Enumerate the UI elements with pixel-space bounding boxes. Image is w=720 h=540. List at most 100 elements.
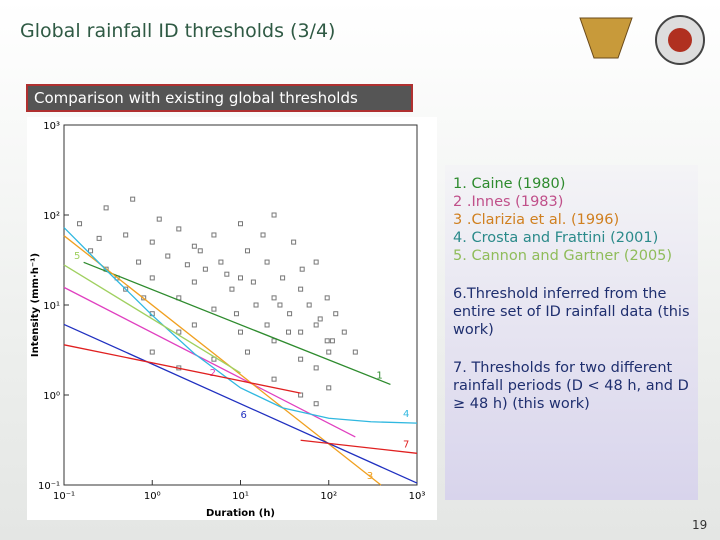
data-point	[191, 279, 197, 285]
data-point	[176, 329, 182, 335]
threshold-line	[63, 286, 356, 438]
data-point	[211, 306, 217, 312]
data-point	[313, 259, 319, 265]
x-tick-label: 10²	[320, 491, 337, 502]
data-point	[306, 302, 312, 308]
data-point	[238, 221, 243, 227]
data-point	[271, 295, 277, 301]
data-point	[326, 385, 332, 391]
subtitle-box: Comparison with existing global threshol…	[26, 84, 413, 112]
data-point	[253, 302, 259, 308]
data-point	[264, 259, 270, 265]
data-point	[123, 286, 129, 292]
legend-entry: 3 .Clarizia et al. (1996)	[453, 212, 620, 228]
data-point	[197, 248, 203, 254]
data-point	[313, 322, 319, 328]
threshold-line	[63, 323, 418, 484]
data-point	[191, 243, 197, 249]
legend: 1. Caine (1980) 2 .Innes (1983) 3 .Clarizi…	[445, 165, 698, 500]
logo	[579, 15, 705, 65]
data-point	[298, 329, 304, 335]
line-label: 2	[210, 368, 216, 379]
data-point	[286, 329, 292, 335]
data-point	[96, 235, 102, 241]
legend-entry: 1. Caine (1980)	[453, 176, 566, 192]
y-tick-label: 10¹	[43, 301, 60, 312]
data-point	[326, 349, 332, 355]
data-point	[298, 286, 304, 292]
line-label: 1	[376, 370, 382, 381]
data-point	[211, 232, 217, 238]
data-point	[218, 259, 224, 265]
data-point	[287, 311, 293, 317]
data-point	[176, 226, 182, 232]
x-tick-label: 10⁰	[144, 491, 161, 502]
data-point	[244, 248, 250, 254]
data-point	[313, 401, 319, 407]
legend-entry: 5. Cannon and Gartner (2005)	[453, 248, 673, 264]
data-point	[250, 279, 256, 285]
y-tick-label: 10⁰	[43, 391, 60, 402]
y-tick-label: 10³	[43, 121, 60, 132]
data-point	[233, 311, 239, 317]
x-axis-label: Duration (h)	[206, 508, 275, 519]
line-label: 6	[241, 410, 247, 421]
data-point	[313, 365, 319, 371]
data-point	[202, 266, 208, 272]
y-tick-label: 10⁻¹	[38, 481, 60, 492]
threshold-line	[83, 261, 391, 386]
slide-title: Global rainfall ID thresholds (3/4)	[20, 20, 336, 42]
data-point	[341, 329, 347, 335]
data-point	[277, 302, 283, 308]
line-label: 7	[403, 439, 409, 450]
data-point	[317, 316, 323, 322]
data-point	[149, 239, 155, 245]
threshold-line	[63, 227, 418, 424]
line-label: 3	[367, 471, 373, 482]
data-point	[244, 349, 250, 355]
data-point	[298, 356, 304, 362]
data-point	[352, 349, 358, 355]
page-number: 19	[692, 518, 708, 532]
threshold-line	[63, 264, 241, 374]
data-point	[191, 322, 197, 328]
data-point	[130, 196, 136, 202]
data-point	[165, 253, 171, 259]
data-point	[291, 239, 297, 245]
data-point	[136, 259, 142, 265]
data-point	[229, 286, 235, 292]
data-point	[333, 311, 339, 317]
data-point	[324, 338, 330, 344]
line-label: 4	[403, 409, 409, 420]
data-point	[260, 232, 266, 238]
data-point	[184, 262, 190, 268]
line-label: 5	[74, 251, 80, 262]
data-point	[103, 205, 109, 211]
data-point	[238, 329, 243, 335]
legend-entry: 2 .Innes (1983)	[453, 194, 564, 210]
data-point	[149, 349, 155, 355]
data-point	[271, 376, 277, 382]
y-tick-label: 10²	[43, 211, 60, 222]
data-point	[156, 216, 162, 222]
data-point	[329, 338, 335, 344]
data-point	[123, 232, 129, 238]
data-point	[238, 275, 243, 281]
data-point	[141, 295, 147, 301]
legend-entry: 6.Threshold inferred from the entire set…	[453, 286, 690, 338]
data-point	[88, 248, 94, 254]
data-point	[324, 295, 330, 301]
x-tick-label: 10³	[409, 491, 426, 502]
legend-entry: 7. Thresholds for two different rainfall…	[453, 360, 689, 412]
threshold-line	[63, 344, 418, 454]
legend-entry: 4. Crosta and Frattini (2001)	[453, 230, 659, 246]
data-point	[280, 275, 286, 281]
data-point	[149, 275, 155, 281]
data-point	[224, 271, 230, 277]
data-point	[77, 221, 83, 227]
data-point	[264, 322, 270, 328]
y-axis-label: Intensity (mm·h⁻¹)	[30, 253, 41, 357]
data-point	[299, 266, 305, 272]
